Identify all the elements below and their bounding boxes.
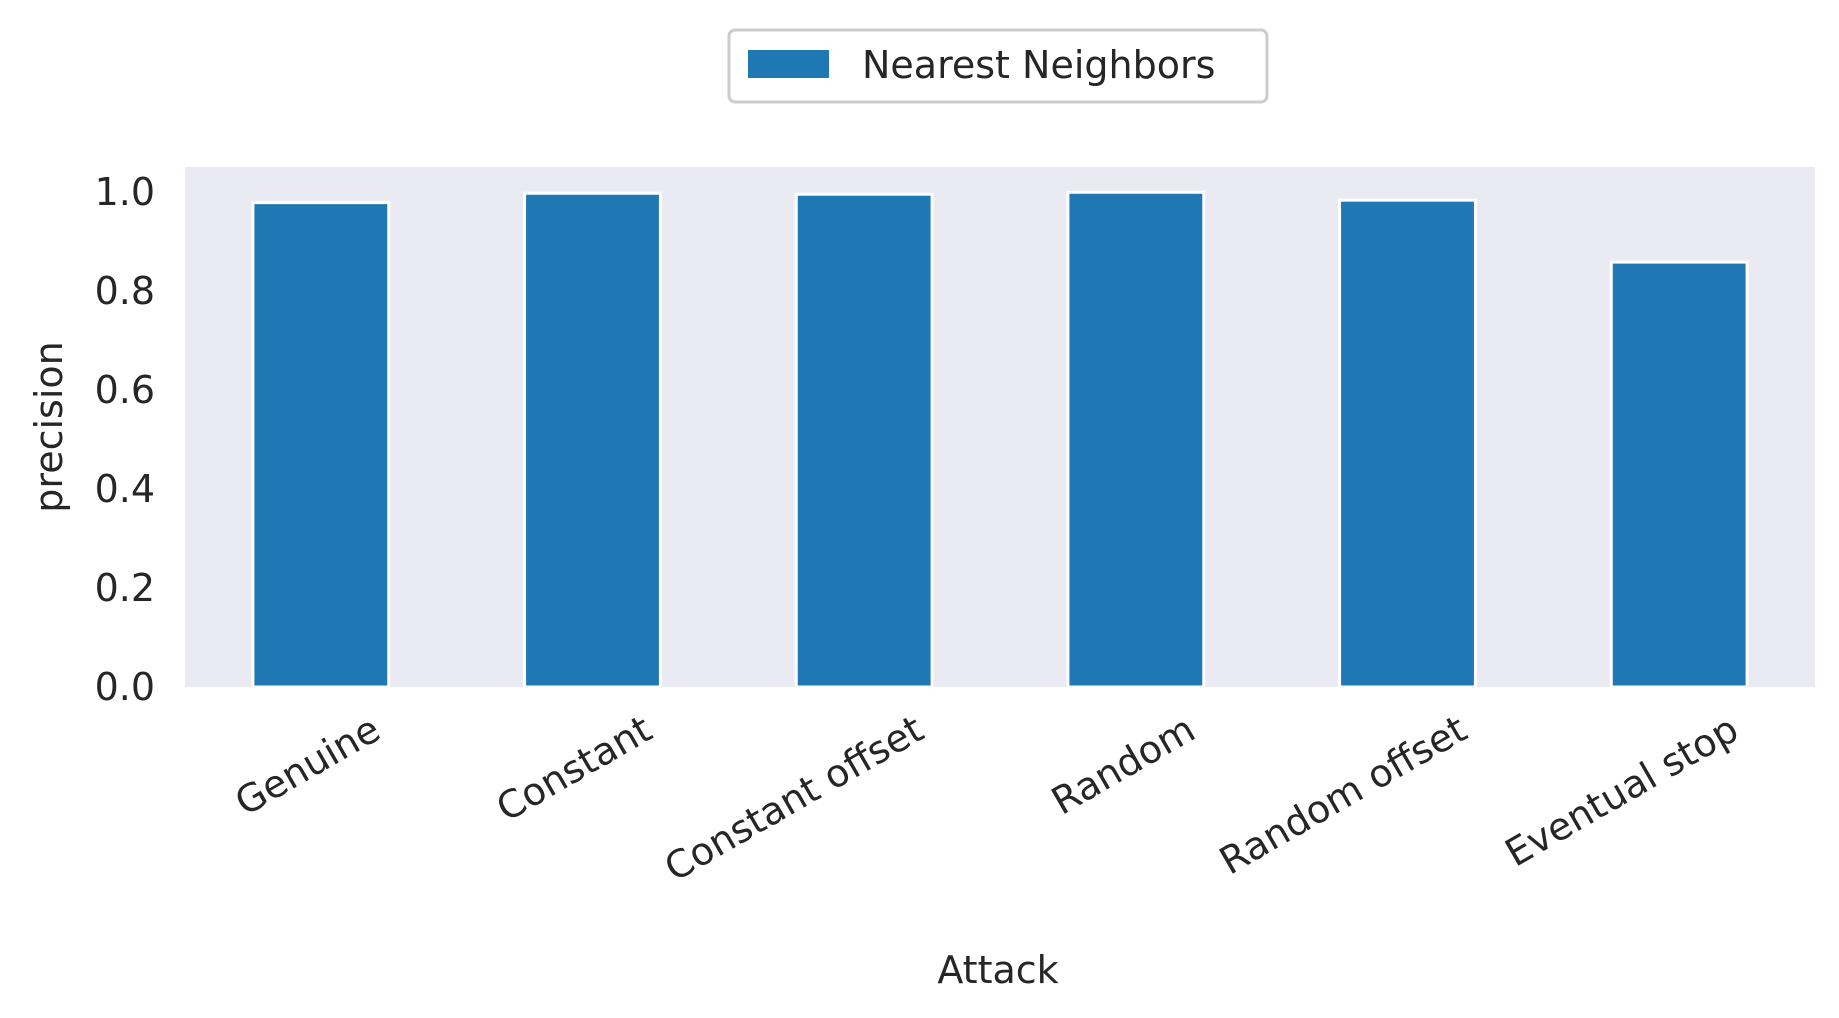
bar-constant-offset <box>794 192 934 689</box>
y-tick-label: 0.8 <box>95 269 155 313</box>
x-tick-label: Eventual stop <box>1498 707 1746 876</box>
bar-constant <box>523 191 662 689</box>
x-tick-label: Constant offset <box>657 707 931 890</box>
y-tick-label: 0.2 <box>95 566 155 610</box>
x-tick-label: Constant <box>489 707 659 831</box>
bar-random <box>1066 190 1206 689</box>
y-tick-label: 0.0 <box>95 665 155 709</box>
bars-layer <box>251 190 1749 689</box>
y-tick-label: 0.6 <box>95 368 155 412</box>
legend: Nearest Neighbors <box>727 28 1269 104</box>
y-tick-label: 0.4 <box>95 467 155 511</box>
x-tick-label: Random <box>1044 707 1202 824</box>
legend-box <box>727 28 1269 104</box>
bar-random-offset <box>1338 198 1477 689</box>
plot-area <box>185 167 1815 687</box>
legend-label: Nearest Neighbors <box>862 43 1215 87</box>
legend-swatch <box>748 50 829 78</box>
y-axis-label: precision <box>27 341 71 512</box>
bar-genuine <box>251 201 391 689</box>
x-tick-label: Random offset <box>1212 707 1474 884</box>
x-axis-label: Attack <box>937 948 1058 992</box>
y-axis-ticks: 0.0 0.2 0.4 0.6 0.8 1.0 <box>95 170 155 709</box>
bar-eventual-stop <box>1609 260 1749 689</box>
y-tick-label: 1.0 <box>95 170 155 214</box>
x-tick-label: Genuine <box>228 707 388 825</box>
